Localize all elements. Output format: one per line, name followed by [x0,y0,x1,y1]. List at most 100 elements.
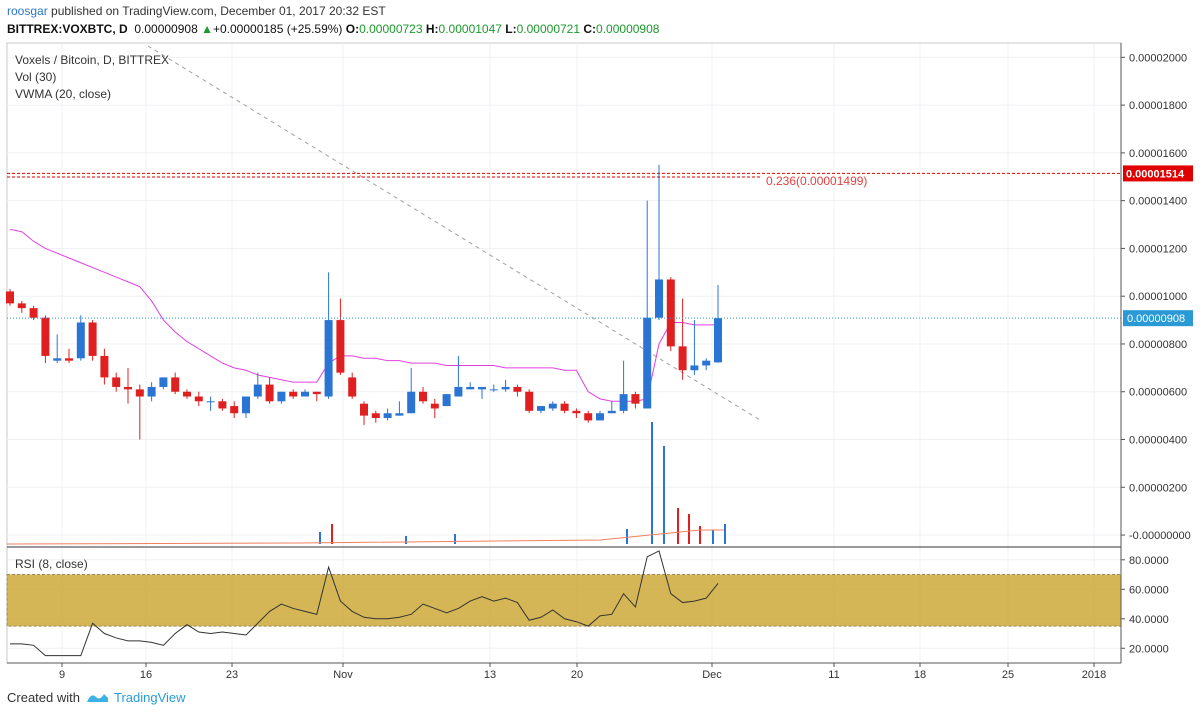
candle-body [419,391,427,402]
candle-body [655,279,663,318]
vol-legend[interactable]: Vol (30) [15,70,56,84]
candle-body [312,391,321,395]
candle-body [301,391,309,397]
candle-body [501,386,510,390]
price-axis[interactable]: 0.00002000 0.00001800 0.00001600 0.00001400… [1121,52,1191,542]
candle-body [76,322,85,359]
chart-title: Voxels / Bitcoin, D, BITTREX [15,53,169,67]
volume-ma-line [6,529,724,545]
time-tick-label: 18 [914,669,926,681]
candle-body [17,303,26,309]
red-price-tag: 0.00001514 [1123,165,1193,182]
time-tick-label: 23 [226,669,238,681]
candle-body [65,358,73,361]
footer: Created with TradingView [7,690,186,707]
rsi-tick-label: 80.0000 [1129,555,1169,567]
price-tick-label: 0.00001200 [1129,243,1187,255]
last-price-tag: 0.00000908 [1123,310,1193,327]
candle-series[interactable] [6,164,722,440]
candle-body [631,394,640,404]
rsi-axis[interactable]: 80.0000 60.0000 40.0000 20.0000 [1121,555,1169,655]
candle-body [242,396,250,414]
last-value: 0.00000908 [134,22,198,36]
created-with-text: Created with [7,690,80,705]
candle-body [88,322,97,356]
change-value: +0.00000185 (+25.59%) [212,22,343,36]
candle-body [265,384,274,402]
candle-body [277,391,286,402]
candle-body [454,386,463,397]
author-link[interactable]: roosgar [7,4,48,18]
rsi-tick-label: 20.0000 [1129,643,1169,655]
price-tick-label: 0.00000400 [1129,435,1187,447]
fib-label: 0.236(0.00001499) [766,174,867,188]
time-tick-label: Dec [702,669,722,681]
candle-body [442,394,451,407]
time-tick-label: Nov [333,669,353,681]
volume-bar [651,422,653,544]
candle-body [336,320,345,373]
volume-bar [724,524,726,544]
candle-body [29,308,38,318]
time-tick-label: 13 [484,669,496,681]
candle-body [466,386,475,390]
price-tick-label: 0.00001000 [1129,291,1187,303]
candle-body [100,355,109,378]
candle-body [253,384,262,397]
price-tick-label: 0.00001400 [1129,196,1187,208]
candle-body [584,413,593,421]
symbol: BITTREX:VOXBTC, D [7,22,128,36]
candle-body [383,413,392,419]
vwma-line [9,228,718,402]
time-tick-label: 16 [140,669,152,681]
volume-bar [677,508,679,544]
candle-body [324,320,333,397]
candle-body [41,317,50,356]
candle-body [525,391,534,411]
candle-body [183,391,191,397]
high-value: 0.00001047 [438,22,502,36]
candle-body [194,396,203,402]
red-price-tag-text: 0.00001514 [1126,168,1185,180]
price-tick-label: 0.00000200 [1129,482,1187,494]
candle-body [348,377,357,397]
volume-bar [319,532,321,544]
candle-body [560,403,569,411]
candle-body [513,386,522,392]
rsi-legend[interactable]: RSI (8, close) [15,557,88,571]
volume-bar [688,514,690,544]
last-price-tag-text: 0.00000908 [1127,313,1185,325]
candle-body [218,401,227,409]
price-grid [7,43,1121,663]
candle-body [643,317,652,409]
time-tick-label: 2018 [1082,669,1106,681]
candle-body [112,377,121,387]
high-label: H: [425,22,439,36]
candle-body [230,406,239,414]
volume-bar [331,524,333,544]
candle-body [6,291,14,304]
rsi-tick-label: 40.0000 [1129,614,1169,626]
tradingview-logo-icon [86,690,110,707]
publish-info: roosgar published on TradingView.com, De… [7,4,386,18]
candle-body [666,279,675,347]
open-value: 0.00000723 [359,22,423,36]
candle-body [147,386,156,397]
symbol-info: BITTREX:VOXBTC, D 0.00000908 ▲+0.0000018… [7,22,659,36]
candle-body [53,358,62,361]
candle-body [572,410,581,414]
candle-body [714,318,722,363]
candle-body [360,403,368,416]
time-axis[interactable]: 9 16 23 Nov 13 20 Dec 11 18 25 2018 [7,662,1121,681]
volume-bar [663,446,665,544]
volume-bar [454,534,456,544]
price-tick-label: -0.00000000 [1129,530,1191,542]
time-tick-label: 9 [59,669,65,681]
price-tick-label: 0.00001600 [1129,148,1187,160]
vwma-legend[interactable]: VWMA (20, close) [15,87,111,101]
candle-body [690,365,699,371]
candle-body [478,386,486,390]
tradingview-link[interactable]: TradingView [113,690,186,705]
candle-body [171,377,180,392]
